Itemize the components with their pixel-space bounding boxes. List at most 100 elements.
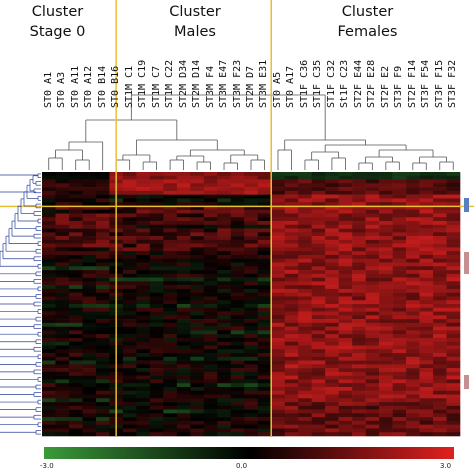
heatmap-cell — [42, 413, 56, 418]
heatmap-cell — [68, 337, 83, 343]
heatmap-cell — [230, 371, 245, 376]
heatmap-cell — [244, 292, 259, 297]
heatmap-cell — [392, 300, 407, 305]
heatmap-cell — [230, 337, 245, 343]
heatmap-cell — [230, 330, 245, 335]
heatmap-cell — [446, 319, 461, 324]
heatmap-cell — [271, 330, 286, 335]
heatmap-cell — [230, 202, 245, 207]
heatmap-cell — [446, 353, 461, 358]
heatmap-cell — [163, 209, 178, 214]
heatmap-cell — [311, 432, 326, 437]
heatmap-cell — [55, 247, 70, 252]
heatmap-cell — [176, 239, 191, 244]
heatmap-cell — [136, 209, 151, 214]
heatmap-cell — [446, 183, 461, 188]
heatmap-cell — [352, 221, 366, 226]
heatmap-cell — [311, 224, 326, 229]
heatmap-cell — [446, 228, 461, 233]
scale-mid-label: 0.0 — [236, 462, 248, 470]
heatmap-cell — [230, 247, 245, 252]
heatmap-cell — [338, 236, 353, 241]
heatmap-cell — [284, 307, 299, 312]
heatmap-cell — [217, 217, 232, 222]
heatmap-cell — [190, 371, 205, 376]
heatmap-cell — [311, 409, 326, 414]
heatmap-cell — [338, 322, 353, 327]
heatmap-cell — [271, 394, 286, 399]
heatmap-cell — [163, 345, 178, 350]
heatmap-cell — [244, 232, 259, 237]
heatmap-cell — [149, 300, 164, 305]
heatmap-cell — [55, 202, 70, 207]
heatmap-cell — [176, 187, 191, 192]
heatmap-cell — [365, 390, 380, 395]
heatmap-cell — [244, 217, 259, 222]
heatmap-cell — [230, 251, 245, 256]
heatmap-cell — [190, 277, 205, 282]
heatmap-cell — [55, 213, 70, 218]
heatmap-cell — [82, 341, 97, 346]
heatmap-cell — [311, 228, 326, 233]
heatmap-cell — [419, 417, 434, 422]
heatmap-cell — [230, 345, 245, 350]
heatmap-cell — [176, 402, 191, 407]
heatmap-cell — [149, 273, 164, 278]
heatmap-cell — [352, 262, 366, 267]
heatmap-cell — [203, 183, 218, 188]
heatmap-cell — [190, 273, 205, 278]
heatmap-cell — [392, 402, 407, 407]
heatmap-cell — [68, 326, 83, 331]
heatmap-cell — [338, 273, 353, 278]
heatmap-cell — [419, 175, 434, 180]
heatmap-cell — [419, 345, 434, 350]
heatmap-cell — [406, 209, 420, 214]
heatmap-cell — [122, 273, 137, 278]
heatmap-cell — [311, 273, 326, 278]
heatmap-cell — [406, 390, 420, 395]
heatmap-cell — [338, 420, 353, 425]
heatmap-cell — [176, 190, 191, 195]
heatmap-cell — [352, 247, 366, 252]
heatmap-cell — [365, 371, 380, 376]
heatmap-cell — [163, 405, 178, 410]
heatmap-cell — [149, 277, 164, 282]
heatmap-cell — [298, 409, 312, 414]
heatmap-cell — [42, 409, 56, 414]
heatmap-cell — [149, 205, 164, 211]
heatmap-cell — [433, 262, 447, 267]
heatmap-cell — [230, 175, 245, 180]
heatmap-cell — [68, 311, 83, 316]
heatmap-cell — [217, 330, 232, 335]
heatmap-cell — [433, 405, 447, 410]
heatmap-cell — [284, 315, 299, 320]
heatmap-cell — [203, 390, 218, 395]
heatmap-cell — [42, 379, 56, 384]
heatmap-cell — [379, 326, 393, 331]
heatmap-cell — [163, 292, 178, 297]
heatmap-cell — [433, 386, 447, 392]
heatmap-cell — [419, 194, 434, 199]
heatmap-cell — [42, 251, 56, 256]
heatmap-cell — [122, 322, 137, 327]
heatmap-cell — [203, 341, 218, 346]
heatmap-cell — [338, 319, 353, 324]
heatmap-cell — [244, 349, 259, 354]
heatmap-cell — [392, 304, 407, 309]
heatmap-cell — [338, 239, 353, 244]
heatmap-cell — [271, 232, 286, 237]
heatmap-cell — [163, 236, 178, 241]
heatmap-cell — [190, 315, 205, 320]
heatmap-cell — [325, 409, 339, 414]
heatmap-cell — [271, 281, 286, 286]
heatmap-cell — [203, 368, 218, 373]
heatmap-cell — [217, 420, 232, 425]
heatmap-cell — [122, 292, 137, 297]
heatmap-cell — [271, 322, 286, 327]
heatmap-cell — [446, 266, 461, 271]
heatmap-cell — [203, 251, 218, 256]
heatmap-cell — [419, 205, 434, 211]
heatmap-cell — [257, 349, 272, 354]
heatmap-cell — [217, 322, 232, 327]
heatmap-cell — [284, 364, 299, 369]
